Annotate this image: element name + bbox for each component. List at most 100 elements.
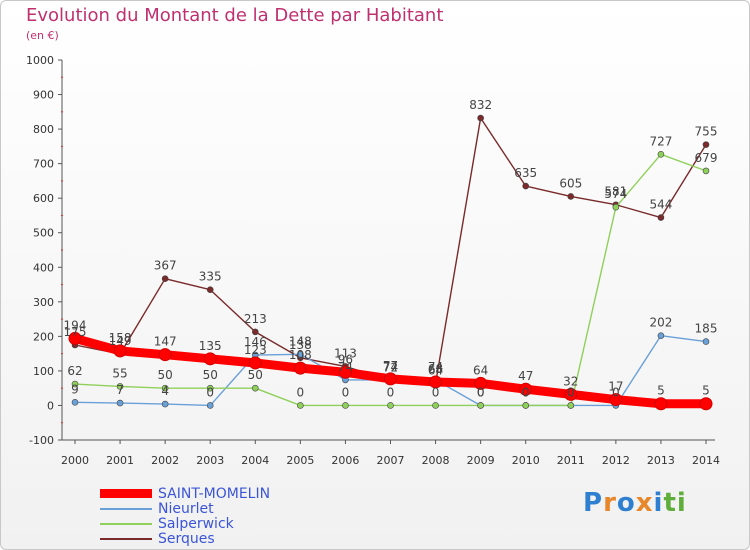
x-tick-label: 2012 <box>602 454 630 467</box>
data-point <box>612 203 620 211</box>
data-label: 5 <box>702 384 710 398</box>
data-label: 635 <box>514 166 537 180</box>
y-tick-label: 100 <box>33 365 54 378</box>
y-tick-label: 1000 <box>26 54 54 67</box>
data-point <box>702 167 710 175</box>
data-label: 50 <box>158 368 173 382</box>
logo-letter: x <box>635 488 654 518</box>
data-label: 755 <box>695 125 718 139</box>
x-tick-label: 2000 <box>61 454 89 467</box>
data-point <box>702 338 710 345</box>
data-label: 64 <box>428 363 443 377</box>
data-label: 7 <box>116 383 124 397</box>
data-point <box>567 193 575 200</box>
y-tick-label: 500 <box>33 227 54 240</box>
data-point <box>203 352 217 366</box>
data-point <box>161 275 169 282</box>
data-point <box>251 328 259 336</box>
data-label: 17 <box>608 380 623 394</box>
data-point <box>477 114 484 122</box>
legend-swatch <box>100 522 152 525</box>
legend-swatch <box>100 507 152 510</box>
data-point <box>71 380 79 388</box>
data-point <box>477 402 484 409</box>
data-point <box>702 141 710 148</box>
data-label: 679 <box>695 151 718 165</box>
data-label: 0 <box>522 385 530 399</box>
data-label: 147 <box>154 335 177 349</box>
data-point <box>432 402 439 409</box>
data-point <box>654 397 668 411</box>
data-point <box>248 356 262 370</box>
data-point <box>522 182 530 190</box>
data-label: 194 <box>64 318 87 332</box>
data-point <box>387 402 394 409</box>
logo-letter: P <box>583 488 604 518</box>
data-point <box>116 383 124 390</box>
data-label: 0 <box>342 385 350 399</box>
data-point <box>522 402 530 409</box>
data-label: 9 <box>71 382 79 396</box>
data-label: 113 <box>334 346 357 360</box>
data-label: 55 <box>112 366 127 380</box>
x-tick-label: 2011 <box>557 454 585 467</box>
data-label: 32 <box>563 374 578 388</box>
data-label: 185 <box>695 322 718 336</box>
data-label: 5 <box>657 384 665 398</box>
data-point <box>384 372 397 386</box>
data-point <box>297 402 304 409</box>
proxiti-logo: Proxiti <box>583 488 687 518</box>
data-point <box>68 331 82 345</box>
data-label: 727 <box>649 134 672 148</box>
data-label: 202 <box>649 316 672 330</box>
x-tick-label: 2002 <box>151 454 179 467</box>
data-point <box>158 348 172 362</box>
legend-label: Salperwick <box>158 515 234 532</box>
y-tick-label: 800 <box>33 123 54 136</box>
x-tick-label: 2003 <box>196 454 224 467</box>
legend-item: SAINT-MOMELIN <box>100 486 270 502</box>
data-label: 74 <box>338 360 353 374</box>
x-tick-label: 2008 <box>422 454 450 467</box>
legend-item: Salperwick <box>100 515 270 532</box>
logo-letter: i <box>653 488 664 518</box>
data-label: 77 <box>383 359 398 373</box>
data-label: 96 <box>338 352 353 366</box>
data-point <box>429 375 443 389</box>
data-label: 0 <box>477 385 485 399</box>
logo-letter: i <box>676 488 687 518</box>
data-label: 544 <box>649 198 672 212</box>
logo-letter: t <box>663 488 677 518</box>
x-tick-label: 2005 <box>286 454 314 467</box>
data-label: 108 <box>289 348 312 362</box>
data-label: 72 <box>383 361 398 375</box>
data-point <box>293 361 307 375</box>
data-label: 0 <box>387 385 395 399</box>
data-label: 0 <box>432 385 440 399</box>
data-label: 581 <box>604 185 627 199</box>
data-point <box>338 365 352 379</box>
data-point <box>519 382 533 396</box>
x-tick-label: 2014 <box>692 454 720 467</box>
y-tick-label: 300 <box>33 296 54 309</box>
data-point <box>116 399 124 407</box>
data-point <box>297 351 304 358</box>
data-point <box>71 399 79 406</box>
data-point <box>251 384 259 392</box>
x-tick-label: 2006 <box>331 454 359 467</box>
data-label: 74 <box>428 360 443 374</box>
data-label: 335 <box>199 270 222 284</box>
data-label: 0 <box>567 385 575 399</box>
data-label: 0 <box>522 385 530 399</box>
data-label: 135 <box>199 339 222 353</box>
data-point <box>206 286 214 294</box>
data-label: 50 <box>203 368 218 382</box>
chart-subtitle: (en €) <box>26 29 59 42</box>
x-tick-label: 2007 <box>377 454 405 467</box>
data-point <box>609 393 623 407</box>
data-point <box>206 402 214 409</box>
legend-swatch <box>100 489 152 498</box>
data-label: 47 <box>518 369 533 383</box>
y-tick-label: 700 <box>33 158 54 171</box>
